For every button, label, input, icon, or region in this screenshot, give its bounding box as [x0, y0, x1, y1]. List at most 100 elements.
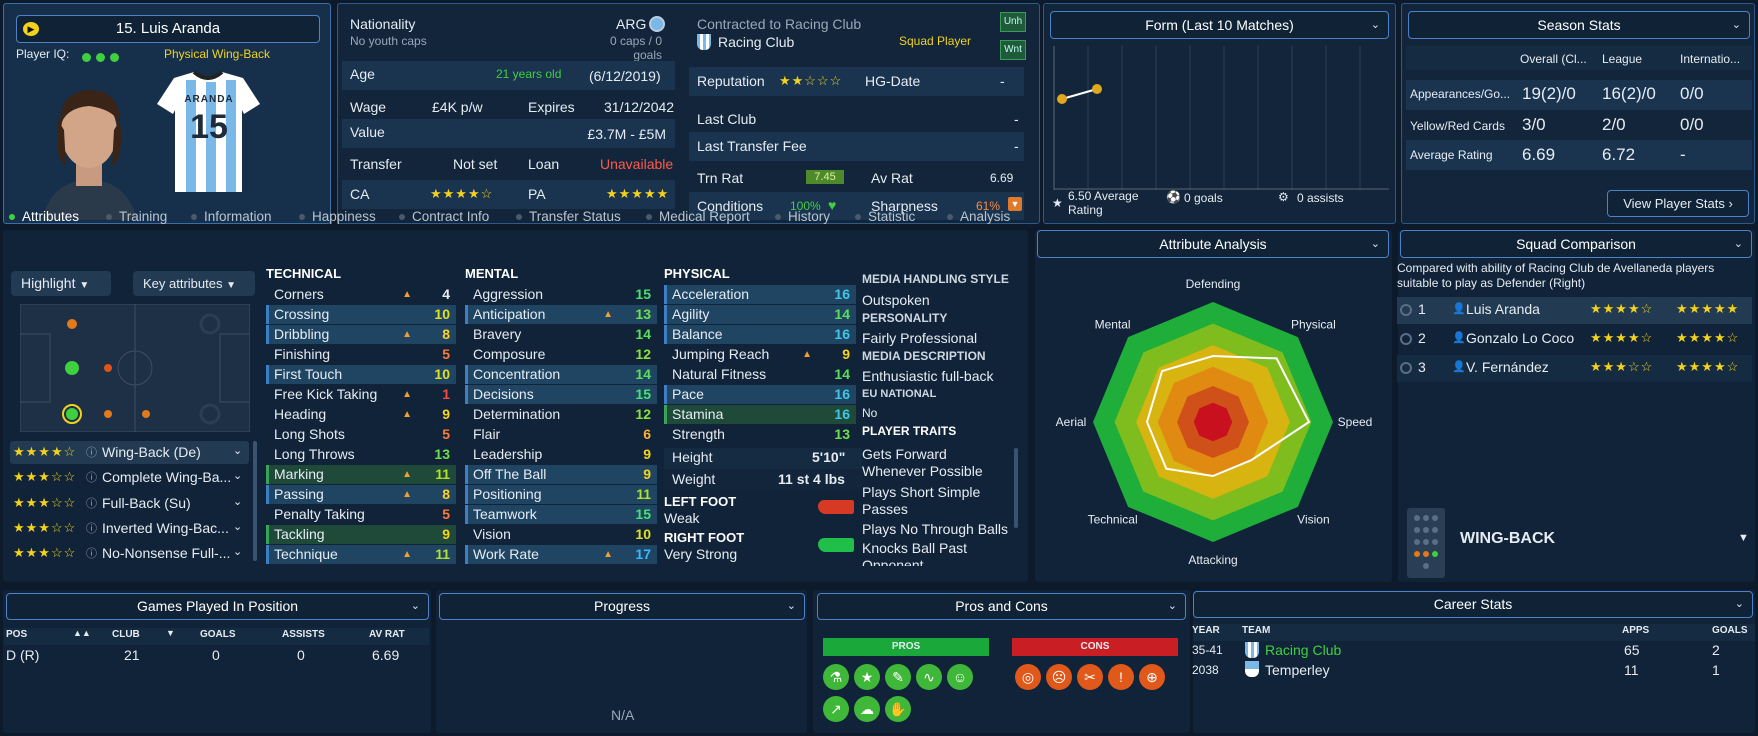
attribute-row[interactable]: Marking ▲ 11	[266, 465, 456, 484]
career-col-team[interactable]: TEAM	[1242, 625, 1271, 636]
career-team[interactable]: Racing Club	[1265, 642, 1342, 658]
select-radio[interactable]	[1400, 333, 1412, 345]
tab-statistic[interactable]: Statistic	[855, 208, 915, 226]
target-icon[interactable]: ◎	[1015, 664, 1041, 690]
games-in-position-dropdown[interactable]: Games Played In Position ⌄	[6, 593, 429, 620]
attribute-row[interactable]: Finishing 5	[266, 345, 456, 364]
tab-history[interactable]: History	[775, 208, 830, 226]
attribute-row[interactable]: Penalty Taking 5	[266, 505, 456, 524]
attribute-row[interactable]: Long Shots 5	[266, 425, 456, 444]
tab-training[interactable]: Training	[106, 208, 167, 226]
trend-up-icon[interactable]: ↗	[823, 696, 849, 722]
squad-player-name[interactable]: V. Fernández	[1466, 359, 1549, 375]
face-icon[interactable]: ☺	[947, 664, 973, 690]
role-name[interactable]: Complete Wing-Ba...	[102, 469, 232, 485]
select-radio[interactable]	[1400, 362, 1412, 374]
chevron-down-icon[interactable]: ▼	[1738, 532, 1749, 544]
squad-comparison-dropdown[interactable]: Squad Comparison ⌄	[1400, 230, 1752, 258]
games-col-club[interactable]: CLUB	[112, 629, 140, 640]
potion-icon[interactable]: ⚗	[823, 664, 849, 690]
select-radio[interactable]	[1400, 304, 1412, 316]
attribute-row[interactable]: First Touch 10	[266, 365, 456, 384]
career-col-goals[interactable]: GOALS	[1712, 625, 1748, 636]
attribute-row[interactable]: Balance 16	[664, 325, 856, 344]
attribute-analysis-dropdown[interactable]: Attribute Analysis ⌄	[1037, 230, 1389, 258]
form-dropdown[interactable]: Form (Last 10 Matches) ⌄	[1050, 11, 1389, 39]
attribute-row[interactable]: Passing ▲ 8	[266, 485, 456, 504]
attribute-row[interactable]: Agility 14	[664, 305, 856, 324]
attribute-row[interactable]: Composure 12	[465, 345, 657, 364]
attribute-row[interactable]: Free Kick Taking ▲ 1	[266, 385, 456, 404]
tab-contract-info[interactable]: Contract Info	[399, 208, 489, 226]
traits-scrollbar[interactable]	[1014, 448, 1018, 528]
key-attributes-dropdown[interactable]: Key attributes ▼	[133, 271, 255, 296]
career-col-apps[interactable]: APPS	[1622, 625, 1650, 636]
tab-transfer-status[interactable]: Transfer Status	[516, 208, 621, 226]
attribute-row[interactable]: Anticipation ▲ 13	[465, 305, 657, 324]
broken-boot-icon[interactable]: ✂	[1077, 664, 1103, 690]
wanted-button[interactable]: Wnt	[1000, 40, 1026, 60]
career-stats-dropdown[interactable]: Career Stats ⌄	[1193, 591, 1753, 618]
role-name[interactable]: Full-Back (Su)	[102, 495, 191, 511]
attribute-row[interactable]: Tackling 9	[266, 525, 456, 544]
tab-analysis[interactable]: Analysis	[947, 208, 1010, 226]
progress-dropdown[interactable]: Progress ⌄	[439, 593, 805, 620]
attribute-row[interactable]: Flair 6	[465, 425, 657, 444]
attribute-row[interactable]: Concentration 14	[465, 365, 657, 384]
tab-information[interactable]: Information	[191, 208, 272, 226]
games-col-pos[interactable]: POS	[6, 629, 28, 640]
chevron-down-icon[interactable]: ⌄	[233, 470, 243, 482]
tab-attributes[interactable]: Attributes	[9, 208, 79, 226]
attribute-row[interactable]: Leadership 9	[465, 445, 657, 464]
games-col-assists[interactable]: ASSISTS	[282, 629, 325, 640]
sad-face-icon[interactable]: ☹	[1046, 664, 1072, 690]
chevron-down-icon[interactable]: ⌄	[233, 496, 243, 508]
brain-icon[interactable]: ☁	[854, 696, 880, 722]
games-col-goals[interactable]: GOALS	[200, 629, 236, 640]
attribute-row[interactable]: Vision 10	[465, 525, 657, 544]
attribute-row[interactable]: Teamwork 15	[465, 505, 657, 524]
role-row[interactable]	[10, 441, 249, 464]
career-team[interactable]: Temperley	[1265, 662, 1330, 678]
attribute-row[interactable]: Technique ▲ 11	[266, 545, 456, 564]
attribute-row[interactable]: Aggression 15	[465, 285, 657, 304]
player-name-select[interactable]: ▶ 15. Luis Aranda	[16, 15, 320, 43]
tab-medical-report[interactable]: Medical Report	[646, 208, 750, 226]
attribute-row[interactable]: Jumping Reach ▲ 9	[664, 345, 856, 364]
pros-cons-dropdown[interactable]: Pros and Cons ⌄	[817, 593, 1186, 620]
star-icon[interactable]: ★	[854, 664, 880, 690]
attribute-row[interactable]: Bravery 14	[465, 325, 657, 344]
attribute-row[interactable]: Heading ▲ 9	[266, 405, 456, 424]
view-player-stats-button[interactable]: View Player Stats ›	[1607, 190, 1749, 217]
attribute-row[interactable]: Crossing 10	[266, 305, 456, 324]
role-name[interactable]: No-Nonsense Full-...	[102, 545, 231, 561]
attribute-row[interactable]: Work Rate ▲ 17	[465, 545, 657, 564]
squad-player-name[interactable]: Gonzalo Lo Coco	[1466, 330, 1575, 346]
career-col-year[interactable]: YEAR	[1192, 625, 1220, 636]
season-stats-dropdown[interactable]: Season Stats ⌄	[1408, 11, 1750, 39]
unhappy-button[interactable]: Unh	[1000, 12, 1026, 32]
handshake-icon[interactable]: ✋	[885, 696, 911, 722]
chevron-down-icon[interactable]: ⌄	[233, 521, 243, 533]
boot-icon[interactable]: ✎	[885, 664, 911, 690]
attribute-row[interactable]: Stamina 16	[664, 405, 856, 424]
attribute-row[interactable]: Long Throws 13	[266, 445, 456, 464]
role-name[interactable]: Inverted Wing-Bac...	[102, 520, 229, 536]
games-col-avrat[interactable]: AV RAT	[369, 629, 405, 640]
tab-happiness[interactable]: Happiness	[299, 208, 376, 226]
attribute-row[interactable]: Corners ▲ 4	[266, 285, 456, 304]
attribute-row[interactable]: Dribbling ▲ 8	[266, 325, 456, 344]
squad-player-name[interactable]: Luis Aranda	[1466, 301, 1540, 317]
attribute-row[interactable]: Pace 16	[664, 385, 856, 404]
attribute-row[interactable]: Determination 12	[465, 405, 657, 424]
pulse-icon[interactable]: ∿	[916, 664, 942, 690]
attribute-row[interactable]: Strength 13	[664, 425, 856, 444]
attribute-row[interactable]: Off The Ball 9	[465, 465, 657, 484]
attribute-row[interactable]: Natural Fitness 14	[664, 365, 856, 384]
crosshair-icon[interactable]: ⊕	[1139, 664, 1165, 690]
roles-scrollbar[interactable]	[253, 441, 257, 561]
warning-icon[interactable]: !	[1108, 664, 1134, 690]
chevron-down-icon[interactable]: ⌄	[233, 546, 243, 558]
attribute-row[interactable]: Positioning 11	[465, 485, 657, 504]
attribute-row[interactable]: Acceleration 16	[664, 285, 856, 304]
